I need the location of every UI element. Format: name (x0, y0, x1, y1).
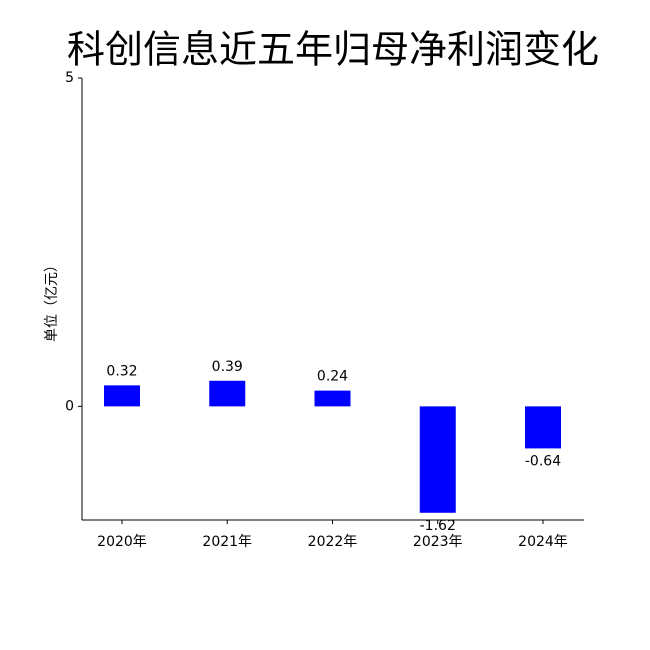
bar (209, 380, 246, 407)
y-tick-label: 5 (65, 70, 74, 86)
x-tick-label: 2022年 (308, 534, 358, 550)
value-label: 0.32 (106, 363, 137, 379)
x-tick-label: 2024年 (518, 534, 568, 550)
value-label: -1.62 (420, 518, 456, 534)
y-tick-label: 0 (65, 398, 74, 414)
x-tick-label: 2023年 (413, 534, 463, 550)
y-axis-label: 单位（亿元） (44, 258, 60, 342)
value-label: 0.24 (317, 369, 348, 385)
x-tick-label: 2020年 (97, 534, 147, 550)
bar (525, 406, 561, 449)
chart-title: 科创信息近五年归母净利润变化 (67, 28, 599, 72)
value-label: 0.39 (212, 359, 243, 375)
value-label: -0.64 (525, 453, 561, 469)
x-tick-label: 2021年 (202, 534, 252, 550)
bar (104, 385, 140, 407)
bar (314, 390, 351, 407)
bar (419, 406, 456, 513)
